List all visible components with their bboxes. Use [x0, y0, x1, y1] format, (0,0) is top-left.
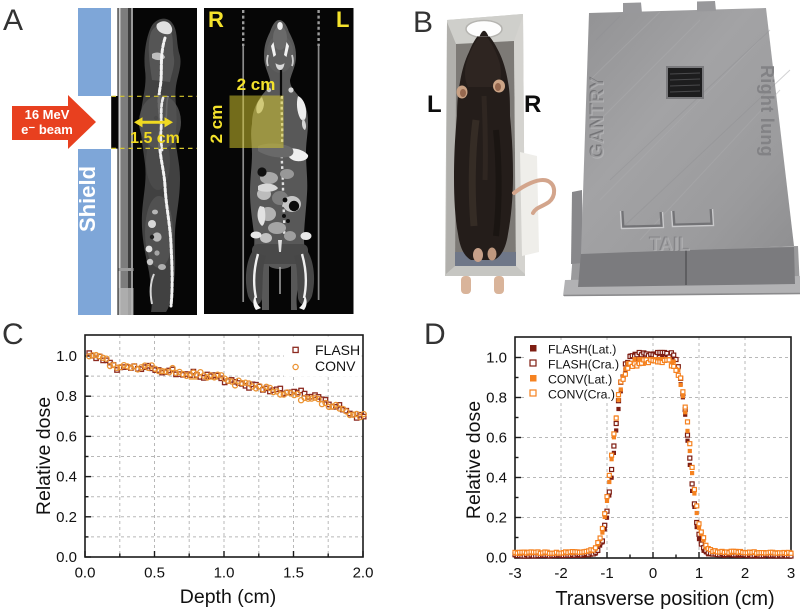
svg-text:Relative dose: Relative dose — [463, 401, 485, 519]
svg-text:0.8: 0.8 — [486, 390, 507, 407]
svg-text:CONV(Cra.): CONV(Cra.) — [548, 388, 615, 402]
svg-text:-1: -1 — [600, 565, 613, 582]
svg-text:Shield: Shield — [75, 166, 100, 232]
svg-text:L: L — [427, 91, 442, 118]
svg-text:A: A — [3, 4, 23, 37]
svg-text:TAIL: TAIL — [649, 234, 690, 255]
svg-text:e⁻ beam: e⁻ beam — [21, 122, 73, 137]
svg-text:0.2: 0.2 — [56, 509, 77, 526]
svg-text:FLASH: FLASH — [315, 342, 360, 358]
svg-text:R: R — [524, 91, 541, 118]
svg-text:Transverse position (cm): Transverse position (cm) — [555, 588, 774, 609]
svg-text:0.0: 0.0 — [486, 550, 507, 567]
svg-text:0.4: 0.4 — [56, 469, 77, 486]
svg-text:-3: -3 — [508, 565, 521, 582]
svg-text:1: 1 — [695, 565, 703, 582]
svg-text:0.6: 0.6 — [56, 428, 77, 445]
svg-text:Depth (cm): Depth (cm) — [180, 586, 276, 608]
svg-text:0: 0 — [649, 565, 657, 582]
svg-text:TAIL: TAIL — [650, 235, 691, 256]
svg-text:0.2: 0.2 — [486, 510, 507, 527]
svg-text:Right lung: Right lung — [757, 65, 777, 157]
svg-text:-2: -2 — [554, 565, 567, 582]
svg-text:B: B — [413, 6, 433, 39]
svg-text:2 cm: 2 cm — [207, 105, 226, 144]
svg-text:16 MeV: 16 MeV — [25, 107, 70, 122]
svg-text:1.5: 1.5 — [283, 565, 304, 582]
svg-text:0.4: 0.4 — [486, 470, 507, 487]
svg-text:CONV: CONV — [315, 358, 356, 374]
svg-text:R: R — [208, 7, 224, 32]
svg-text:0.5: 0.5 — [144, 565, 165, 582]
svg-text:D: D — [424, 318, 446, 351]
svg-text:1.0: 1.0 — [486, 350, 507, 367]
svg-text:0.6: 0.6 — [486, 430, 507, 447]
svg-text:FLASH(Cra.): FLASH(Cra.) — [548, 358, 619, 372]
svg-text:0.0: 0.0 — [75, 565, 96, 582]
svg-text:1.0: 1.0 — [214, 565, 235, 582]
svg-text:L: L — [336, 7, 349, 32]
svg-text:FLASH(Lat.): FLASH(Lat.) — [548, 343, 616, 357]
svg-text:GANTRY: GANTRY — [588, 77, 609, 160]
svg-text:1.0: 1.0 — [56, 348, 77, 365]
svg-text:Relative dose: Relative dose — [33, 397, 55, 515]
svg-text:1.5 cm: 1.5 cm — [130, 130, 180, 147]
svg-text:C: C — [2, 318, 24, 351]
svg-text:CONV(Lat.): CONV(Lat.) — [548, 373, 612, 387]
svg-text:2.0: 2.0 — [353, 565, 374, 582]
svg-text:3: 3 — [787, 565, 795, 582]
svg-text:GANTRY: GANTRY — [587, 76, 608, 159]
svg-text:2 cm: 2 cm — [237, 75, 276, 94]
svg-text:0.0: 0.0 — [56, 549, 77, 566]
svg-text:2: 2 — [741, 565, 749, 582]
svg-text:0.8: 0.8 — [56, 388, 77, 405]
